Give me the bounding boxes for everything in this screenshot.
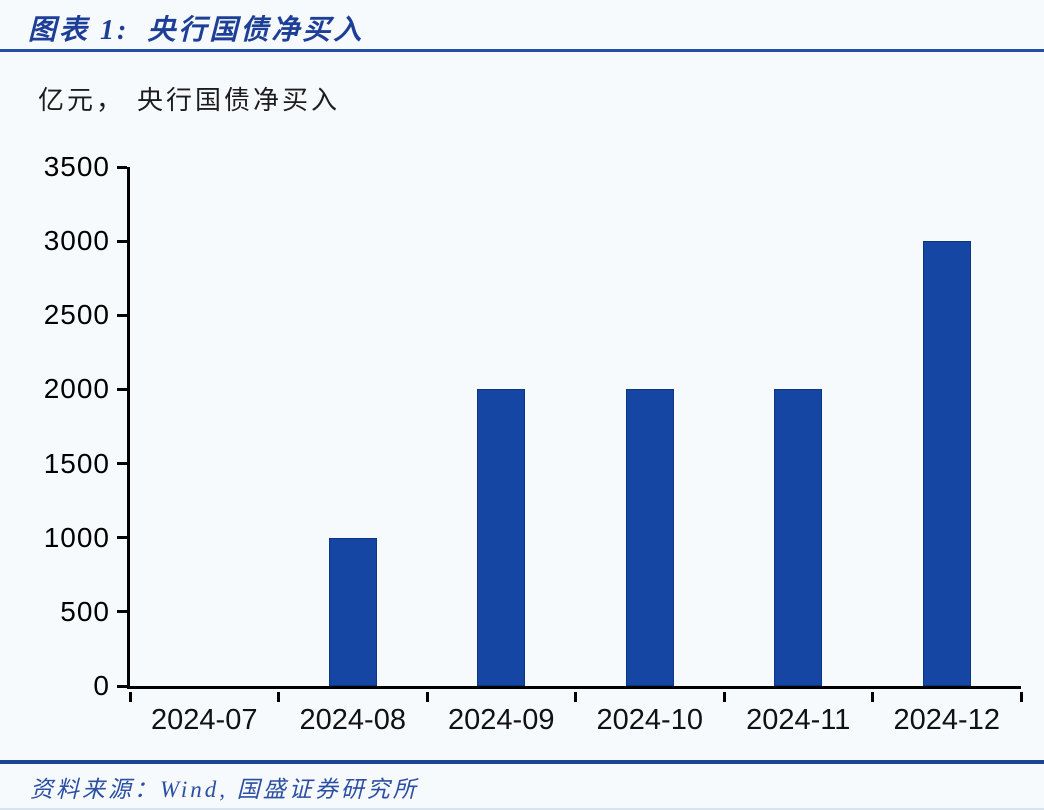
x-axis-label-2024-12: 2024-12 [893,704,1000,736]
y-axis-tick [117,387,127,391]
bar-2024-08 [328,537,377,686]
x-axis-label-2024-08: 2024-08 [299,704,406,736]
data-source: 资料来源：Wind, 国盛证券研究所 [30,770,419,804]
x-axis-tick [425,692,429,702]
series-name-label: 央行国债净买入 [137,86,341,115]
chart-title-prefix: 图表 1: [28,15,130,46]
y-axis-label: 1500 [43,447,110,479]
y-axis-label: 3500 [43,151,110,182]
y-axis-label: 2500 [43,299,110,331]
x-axis-label-2024-07: 2024-07 [151,704,258,736]
y-axis-label: 3000 [43,225,110,257]
data-source-label: 资料来源： [30,777,160,802]
x-axis-tick [722,692,726,702]
bar-2024-12 [922,241,971,686]
x-axis-tick [277,692,280,702]
bar-2024-09 [477,389,526,686]
footer-divider-line [0,760,1044,764]
y-axis-tick [117,536,127,540]
x-axis-label-2024-11: 2024-11 [746,704,851,736]
y-axis-tick [117,165,127,169]
chart-title-text: 央行国债净买入 [147,15,365,46]
y-axis-label: 1000 [43,521,110,553]
y-axis-tick [117,313,127,317]
y-axis-label: 500 [60,595,110,627]
x-axis-tick [871,692,874,702]
y-axis-tick [117,610,127,614]
y-axis-tick [117,462,127,466]
x-axis-tick [128,692,132,702]
plot-area: 0 500 1000 1500 2000 2500 3000 3500 2024-07 2024-… [44,151,1023,736]
y-axis-label: 2000 [43,373,110,405]
bottom-edge-line [0,808,1044,810]
chart-title: 图表 1: 央行国债净买入 [28,8,364,48]
data-source-text: Wind, 国盛证券研究所 [160,777,419,802]
y-axis-tick [117,239,127,243]
x-axis-tick [574,692,577,702]
axis-unit-label: 亿元， [38,86,126,115]
x-axis-label-2024-09: 2024-09 [448,704,555,736]
x-axis-tick [1019,692,1023,702]
bar-2024-11 [774,389,823,686]
y-axis-tick [117,684,127,688]
y-axis-label: 0 [93,670,110,701]
chart-subtitle: 亿元， 央行国债净买入 [38,80,340,117]
x-axis-label-2024-10: 2024-10 [596,704,703,736]
title-divider-line [0,49,1044,52]
bar-2024-10 [625,389,674,686]
